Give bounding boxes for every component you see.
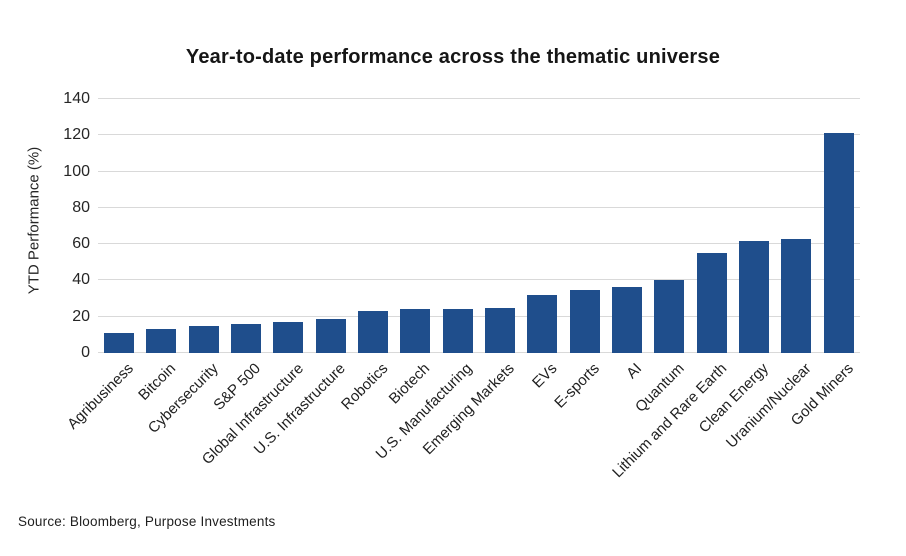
bar-series [98, 99, 860, 353]
gridline-0 [98, 352, 860, 353]
x-tick-quantum: Quantum [631, 360, 688, 416]
bar-robotics [358, 311, 389, 353]
y-tick-140: 140 [63, 90, 90, 107]
bar-evs [527, 294, 558, 353]
bar-bitcoin [146, 329, 177, 353]
bar-emerging-markets [485, 307, 516, 353]
y-tick-100: 100 [63, 162, 90, 180]
bar-slot [606, 99, 648, 353]
bar-slot [775, 99, 817, 353]
x-tick-agribusiness: Agribusiness [64, 360, 138, 433]
x-tick-cybersecurity: Cybersecurity [144, 360, 222, 437]
gridline-140 [98, 98, 860, 99]
bar-slot [648, 99, 690, 353]
x-tick-u-s-infrastructure: U.S. Infrastructure [250, 360, 349, 459]
gridline-20 [98, 315, 860, 317]
bar-lithium-and-rare-earth [696, 253, 727, 353]
chart-title: Year-to-date performance across the them… [185, 46, 721, 68]
x-tick-evs: EVs [529, 360, 561, 392]
bar-slot [733, 99, 775, 353]
y-tick-40: 40 [72, 271, 90, 289]
bar-quantum [654, 279, 685, 353]
gridline-80 [98, 206, 860, 208]
y-tick-0: 0 [81, 344, 90, 361]
gridline-40 [98, 279, 860, 281]
bar-slot [564, 99, 606, 353]
x-tick-labels: Agribusiness Bitcoin Cybersecurity S&P 500 G… [64, 360, 860, 510]
x-tick-biotech: Biotech [386, 360, 434, 408]
bar-slot [310, 99, 352, 353]
bar-slot [225, 99, 267, 353]
x-tick-robotics: Robotics [337, 360, 392, 414]
x-tick-gold-miners: Gold Miners [787, 360, 857, 430]
gridline-60 [98, 243, 860, 245]
bar-agribusiness [104, 333, 135, 353]
bar-biotech [400, 309, 431, 353]
bar-slot [140, 99, 182, 353]
bar-uranium-nuclear [781, 238, 812, 353]
bar-slot [394, 99, 436, 353]
bar-e-sports [569, 289, 600, 353]
plot-area [98, 98, 860, 353]
bar-slot [437, 99, 479, 353]
x-tick-lithium-and-rare-earth: Lithium and Rare Earth [608, 360, 730, 482]
bar-ai [612, 286, 643, 353]
bar-slot [691, 99, 733, 353]
bar-u-s-manufacturing [442, 308, 473, 353]
x-tick-uranium-nuclear: Uranium/Nuclear [722, 360, 815, 452]
y-tick-120: 120 [63, 126, 90, 144]
source-note: Source: Bloomberg, Purpose Investments [18, 514, 276, 529]
y-tick-80: 80 [72, 198, 90, 216]
bar-gold-miners [823, 133, 854, 353]
y-tick-20: 20 [72, 307, 90, 325]
gridline-120 [98, 134, 860, 136]
bar-cybersecurity [188, 325, 219, 353]
gridline-100 [98, 170, 860, 172]
bar-slot [521, 99, 563, 353]
x-tick-s-p-500: S&P 500 [210, 360, 265, 414]
bar-s-p-500 [231, 323, 262, 353]
bar-global-infrastructure [273, 322, 304, 353]
x-tick-e-sports: E-sports [551, 360, 603, 412]
bar-slot [352, 99, 394, 353]
y-tick-60: 60 [72, 235, 90, 253]
x-tick-clean-energy: Clean Energy [695, 360, 773, 437]
bar-clean-energy [739, 240, 770, 353]
x-tick-bitcoin: Bitcoin [135, 360, 180, 404]
bar-slot [818, 99, 860, 353]
bar-slot [183, 99, 225, 353]
bar-slot [267, 99, 309, 353]
x-tick-ai: AI [623, 360, 646, 383]
bar-slot [98, 99, 140, 353]
x-tick-emerging-markets: Emerging Markets [420, 360, 519, 459]
bar-slot [479, 99, 521, 353]
x-tick-u-s-manufacturing: U.S. Manufacturing [373, 360, 476, 463]
bar-u-s-infrastructure [315, 318, 346, 353]
x-tick-global-infrastructure: Global Infrastructure [198, 360, 307, 469]
